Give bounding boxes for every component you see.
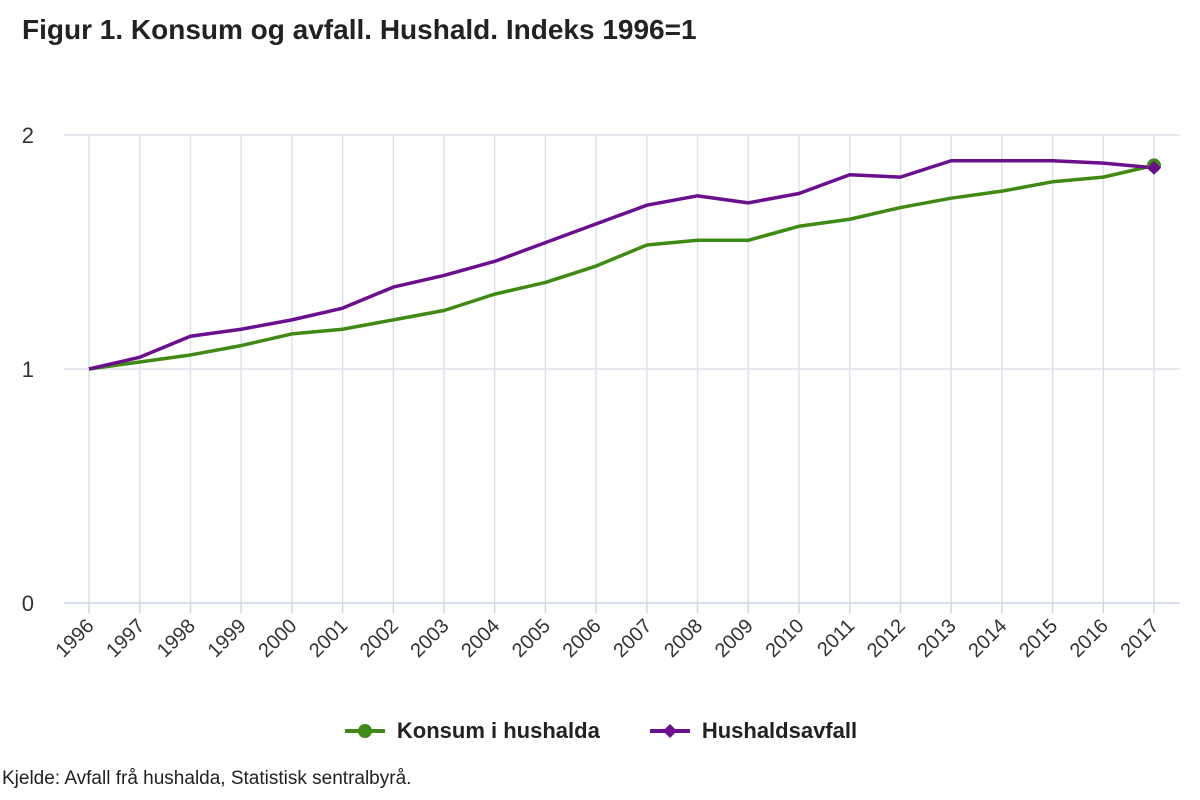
x-tick-label: 1998: [153, 615, 200, 662]
x-tick-label: 2005: [508, 615, 555, 662]
x-tick-label: 2010: [762, 615, 809, 662]
x-tick-label: 1996: [52, 615, 99, 662]
legend-konsum-symbol: [344, 724, 385, 738]
legend-konsum-label: Konsum i hushalda: [396, 718, 600, 743]
series-line-konsum: [88, 163, 1155, 371]
x-tick-label: 2000: [254, 615, 301, 662]
x-tick-label: 2013: [914, 615, 961, 662]
x-tick-label: 2017: [1117, 615, 1164, 662]
grid-lines: [64, 134, 1180, 604]
x-tick-label: 2014: [964, 615, 1011, 662]
y-axis: 0 1 2: [22, 123, 34, 616]
x-tick-label: 2003: [407, 615, 454, 662]
x-tick-label: 2007: [609, 615, 656, 662]
series-line-avfall: [88, 158, 1155, 371]
chart-title: Figur 1. Konsum og avfall. Hushald. Inde…: [22, 14, 697, 45]
x-tick-label: 2002: [356, 615, 403, 662]
x-tick-label: 1997: [102, 615, 149, 662]
x-tick-label: 2011: [813, 615, 859, 661]
legend-avfall-label: Hushaldsavfall: [701, 718, 858, 743]
legend-item-avfall[interactable]: Hushaldsavfall: [648, 718, 857, 744]
x-tick-label: 2001: [305, 615, 352, 662]
legend-avfall-symbol: [649, 724, 690, 738]
x-tick-label: 2006: [559, 615, 606, 662]
legend: Konsum i hushalda Hushaldsavfall: [0, 718, 1200, 744]
x-tick-label: 2016: [1066, 615, 1113, 662]
y-tick-label: 1: [22, 357, 34, 382]
x-tick-label: 2015: [1015, 615, 1062, 662]
x-tick-label: 2004: [457, 615, 504, 662]
x-tick-label: 2008: [660, 615, 707, 662]
series-lines: [88, 158, 1161, 371]
legend-item-konsum[interactable]: Konsum i hushalda: [343, 718, 600, 744]
data-point-avfall[interactable]: [1147, 160, 1161, 175]
source-note: Kjelde: Avfall frå hushalda, Statistisk …: [2, 768, 412, 789]
x-tick-label: 2012: [863, 615, 910, 662]
x-tick-label: 1999: [204, 615, 251, 662]
x-axis: 1996 1997 1998 1999 2000 2001 2002 2003 2004 2005…: [52, 603, 1164, 662]
y-tick-label: 2: [22, 123, 34, 148]
x-tick-label: 2009: [711, 615, 758, 662]
y-tick-label: 0: [22, 591, 34, 616]
